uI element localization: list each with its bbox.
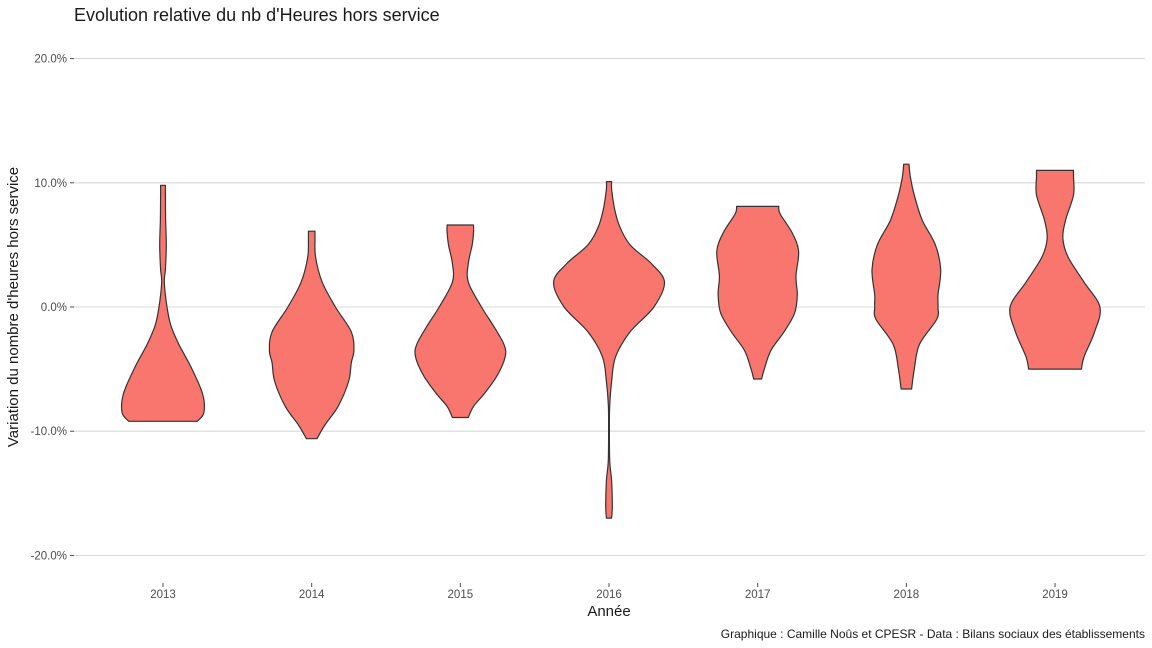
violin-2019 xyxy=(1009,169,1101,370)
x-tick-label: 2015 xyxy=(448,589,474,601)
violin-2018 xyxy=(871,163,942,390)
x-tick-label: 2014 xyxy=(299,589,325,601)
violins xyxy=(120,163,1101,519)
x-tick-label: 2018 xyxy=(894,589,920,601)
x-tick-label: 2013 xyxy=(150,589,176,601)
violin-2014 xyxy=(268,230,355,440)
x-axis-title: Année xyxy=(587,603,630,620)
x-tick-label: 2016 xyxy=(596,589,622,601)
chart-title: Evolution relative du nb d'Heures hors s… xyxy=(74,5,440,25)
y-axis-title: Variation du nombre d'heures hors servic… xyxy=(5,167,22,447)
x-axis: 2013 2014 2015 2016 2017 2018 2019 xyxy=(150,583,1068,601)
y-tick-label: -10.0% xyxy=(31,426,67,438)
y-tick-label: 0.0% xyxy=(41,302,67,314)
y-tick-label: 20.0% xyxy=(34,54,67,66)
y-tick-label: 10.0% xyxy=(34,178,67,190)
violin-2017 xyxy=(716,205,800,380)
y-axis: -20.0% -10.0% 0.0% 10.0% 20.0% xyxy=(31,54,74,562)
y-tick-label: -20.0% xyxy=(31,550,67,562)
chart-caption: Graphique : Camille Noûs et CPESR - Data… xyxy=(721,627,1145,641)
x-tick-label: 2019 xyxy=(1042,589,1068,601)
x-tick-label: 2017 xyxy=(745,589,771,601)
violin-2013 xyxy=(120,184,206,422)
violin-2016 xyxy=(552,181,666,519)
violin-2015 xyxy=(414,224,507,419)
